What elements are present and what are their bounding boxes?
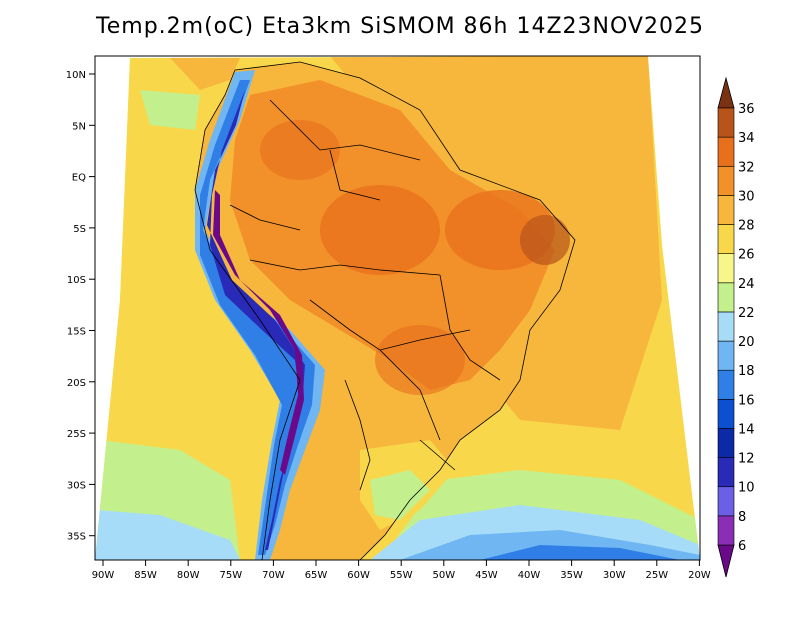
lat-tick-label: 15S bbox=[67, 327, 86, 338]
colorbar-label: 8 bbox=[738, 510, 746, 525]
colorbar-label: 20 bbox=[738, 335, 755, 350]
lat-tick-label: 35S bbox=[67, 532, 86, 543]
lon-tick-label: 55W bbox=[390, 570, 413, 581]
lon-tick-label: 45W bbox=[475, 570, 498, 581]
colorbar-label: 34 bbox=[738, 131, 755, 146]
colorbar-swatch bbox=[717, 486, 735, 517]
map-title: Temp.2m(oC) Eta3km SiSMOM 86h 14Z23NOV20… bbox=[96, 14, 704, 39]
colorbar-label: 18 bbox=[738, 364, 755, 379]
colorbar-label: 24 bbox=[738, 277, 755, 292]
lat-tick-label: EQ bbox=[72, 173, 86, 184]
colorbar-swatch bbox=[717, 340, 735, 371]
colorbar-label: 12 bbox=[738, 452, 755, 467]
country-borders bbox=[194, 61, 576, 561]
lon-tick-label: 70W bbox=[262, 570, 285, 581]
lat-tick-label: 10N bbox=[66, 70, 86, 81]
lon-tick-label: 75W bbox=[219, 570, 242, 581]
lat-tick-label: 25S bbox=[67, 429, 86, 440]
colorbar-swatch bbox=[717, 399, 735, 429]
lon-tick-label: 25W bbox=[645, 570, 668, 581]
colorbar-swatch bbox=[717, 311, 735, 342]
latitude-axis: 10N 5N EQ 5S 10S 15S 20S 25S 30S 35S bbox=[66, 70, 95, 543]
colorbar-swatch bbox=[717, 369, 735, 400]
colorbar-swatch bbox=[717, 165, 735, 196]
colorbar-label: 6 bbox=[738, 539, 746, 554]
lat-tick-label: 20S bbox=[67, 378, 86, 389]
colorbar-swatch bbox=[717, 195, 735, 225]
lon-tick-label: 20W bbox=[688, 570, 711, 581]
colorbar-label: 14 bbox=[738, 422, 755, 437]
colorbar-label: 32 bbox=[738, 160, 755, 175]
colorbar-min-arrow bbox=[717, 544, 735, 578]
colorbar-label: 30 bbox=[738, 189, 755, 204]
lon-tick-label: 80W bbox=[177, 570, 200, 581]
lat-tick-label: 30S bbox=[67, 480, 86, 491]
colorbar-swatch bbox=[717, 253, 735, 284]
lat-tick-label: 5N bbox=[72, 121, 86, 132]
colorbar-label: 10 bbox=[738, 481, 755, 496]
colorbar-label: 26 bbox=[738, 248, 755, 263]
lon-tick-label: 85W bbox=[134, 570, 157, 581]
lon-tick-label: 35W bbox=[560, 570, 583, 581]
lon-tick-label: 90W bbox=[92, 570, 115, 581]
colorbar-label: 22 bbox=[738, 306, 755, 321]
lon-tick-label: 40W bbox=[518, 570, 541, 581]
colorbar: 6 8 10 12 14 16 18 20 22 24 26 28 30 32 34 36 bbox=[717, 76, 755, 578]
colorbar-swatch bbox=[717, 515, 735, 546]
lon-tick-label: 50W bbox=[432, 570, 455, 581]
colorbar-swatch bbox=[717, 224, 735, 254]
lon-tick-label: 30W bbox=[603, 570, 626, 581]
colorbar-label: 28 bbox=[738, 219, 755, 234]
colorbar-swatch bbox=[717, 428, 735, 458]
lon-tick-label: 65W bbox=[305, 570, 328, 581]
colorbar-swatch bbox=[717, 282, 735, 313]
plot-frame bbox=[94, 55, 701, 561]
lat-tick-label: 10S bbox=[67, 275, 86, 286]
longitude-axis: 90W 85W 80W 75W 70W 65W 60W 55W 50W 45W 40W 35W 30W 2… bbox=[92, 560, 711, 581]
colorbar-swatch bbox=[717, 107, 735, 138]
colorbar-swatch bbox=[717, 136, 735, 167]
colorbar-max-arrow bbox=[717, 76, 735, 109]
lon-tick-label: 60W bbox=[347, 570, 370, 581]
colorbar-swatch bbox=[717, 457, 735, 488]
colorbar-label: 16 bbox=[738, 393, 755, 408]
lat-tick-label: 5S bbox=[73, 224, 86, 235]
colorbar-label: 36 bbox=[738, 102, 755, 117]
